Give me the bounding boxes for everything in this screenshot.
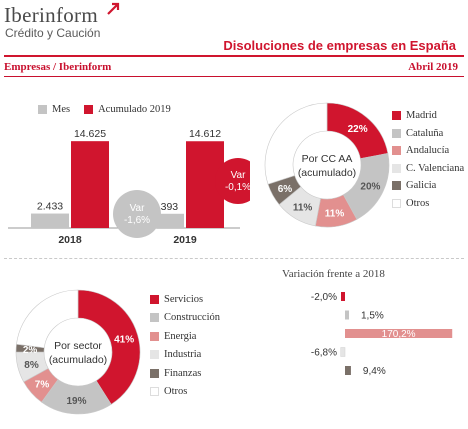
var-acumulado-title: Var	[231, 170, 246, 181]
var-bubble-mes	[113, 190, 161, 238]
sector-slice-label-4: 2%	[23, 345, 38, 356]
sector-legend-item: Otros	[150, 383, 220, 402]
ccaa-slice-label-2: 11%	[325, 208, 345, 219]
sector-center-line2: (acumulado)	[49, 354, 107, 366]
var-mes-title: Var	[130, 203, 145, 214]
sector-legend-swatch	[150, 387, 159, 397]
ccaa-legend-item: Andalucía	[392, 142, 464, 160]
ccaa-legend-swatch	[392, 146, 401, 156]
variation-label-2: 170,2%	[382, 329, 416, 340]
donut-ccaa: 22%20%11%11%6%Por CC AA(acumulado)	[264, 102, 390, 228]
sector-legend-swatch	[150, 313, 159, 323]
sector-slice-0	[77, 289, 141, 405]
sector-legend-label: Energia	[164, 330, 197, 342]
ccaa-slice-label-0: 22%	[348, 124, 368, 135]
sector-legend-label: Industria	[164, 349, 202, 361]
ccaa-legend-label: Andalucía	[406, 145, 450, 157]
sector-legend-label: Finanzas	[164, 367, 202, 379]
sector-legend-item: Energia	[150, 327, 220, 346]
brand-mark-icon	[107, 2, 120, 15]
sector-legend-item: Construcción	[150, 309, 220, 328]
ccaa-legend-item: Otros	[392, 195, 464, 213]
sector-legend-swatch	[150, 294, 159, 304]
bar-mes-2018	[31, 213, 69, 228]
variation-bar-4	[345, 366, 351, 375]
section-divider	[4, 258, 464, 259]
var-mes-value: -1,6%	[124, 215, 150, 226]
donut-sector: 41% 19% 7% 8% 2% Por sector (acumulado)	[15, 289, 141, 415]
variation-label-1: 1,5%	[361, 311, 384, 322]
ccaa-legend-item: Cataluña	[392, 125, 464, 143]
variation-bar-0	[341, 292, 345, 301]
sector-slice-label-1: 19%	[66, 396, 86, 407]
variation-bar-2	[345, 329, 453, 338]
sector-legend-swatch	[150, 331, 159, 341]
sector-legend-swatch	[150, 368, 159, 378]
ccaa-slice-label-4: 6%	[278, 184, 293, 195]
variation-chart: -2,0% 1,5% 170,2% -6,8% 9,4%	[311, 292, 453, 377]
ccaa-legend-label: Madrid	[406, 110, 437, 122]
title-rule	[4, 55, 464, 57]
ccaa-legend-label: Otros	[406, 197, 430, 209]
variation-label-0: -2,0%	[311, 292, 337, 303]
period-label: Abril 2019	[408, 61, 458, 73]
ccaa-slice-label-1: 20%	[360, 181, 380, 192]
sector-legend-label: Construcción	[164, 312, 220, 324]
ccaa-legend-swatch	[392, 111, 401, 121]
section-label: Empresas / Iberinform	[4, 61, 112, 73]
tick-label-2018: 2018	[58, 234, 82, 246]
sector-slice-label-2: 7%	[35, 380, 50, 391]
tick-label-2019: 2019	[173, 234, 197, 246]
bar-acumulado-2018	[71, 141, 109, 228]
ccaa-legend-label: Galicia	[406, 180, 437, 192]
ccaa-center-line2: (acumulado)	[298, 167, 356, 179]
var-bubble-acumulado	[215, 158, 250, 204]
bar-chart: 2.43314.62520182.39314.6122019Var-1,6%Va…	[8, 128, 250, 246]
ccaa-slice-label-3: 11%	[293, 202, 313, 213]
ccaa-center-line1: Por CC AA	[302, 153, 353, 165]
ccaa-legend-item: Galicia	[392, 177, 464, 195]
ccaa-slice-5	[264, 102, 328, 185]
ccaa-legend-swatch	[392, 163, 401, 173]
bar-label-acumulado-2018: 14.625	[74, 128, 106, 140]
legend-label-acumulado: Acumulado 2019	[98, 104, 171, 115]
sector-legend-swatch	[150, 350, 159, 360]
sector-legend-label: Servicios	[164, 293, 204, 305]
sector-legend-item: Finanzas	[150, 364, 220, 383]
variation-label-4: 9,4%	[363, 366, 386, 377]
bar-legend: Mes Acumulado 2019	[38, 104, 278, 115]
ccaa-legend-swatch	[392, 128, 401, 138]
bar-label-acumulado-2019: 14.612	[189, 128, 221, 140]
ccaa-legend-label: Cataluña	[406, 127, 444, 139]
sector-legend-item: Servicios	[150, 290, 220, 309]
page-title: Disoluciones de empresas en España	[223, 38, 456, 53]
var-acumulado-value: -0,1%	[225, 182, 250, 193]
sector-legend-label: Otros	[164, 386, 188, 398]
sector-center-line1: Por sector	[54, 340, 102, 352]
sector-slice-label-0: 41%	[114, 335, 134, 346]
variation-label-3: -6,8%	[311, 348, 337, 359]
bar-label-mes-2018: 2.433	[37, 201, 63, 213]
ccaa-legend-item: C. Valenciana	[392, 160, 464, 178]
legend-ccaa: Madrid Cataluña Andalucía C. Valenciana Gali…	[392, 107, 464, 212]
brand-name: Iberinform	[4, 3, 98, 27]
legend-label-mes: Mes	[52, 104, 71, 115]
sub-rule	[4, 76, 464, 77]
brand-tagline: Crédito y Caución	[5, 26, 101, 40]
variation-bar-3	[340, 347, 346, 357]
ccaa-legend-item: Madrid	[392, 107, 464, 125]
sector-slice-label-3: 8%	[24, 360, 39, 371]
legend-swatch-acumulado	[84, 105, 94, 114]
ccaa-legend-label: C. Valenciana	[406, 162, 465, 174]
ccaa-legend-swatch	[392, 198, 401, 208]
ccaa-legend-swatch	[392, 181, 401, 191]
variation-bar-1	[345, 310, 349, 320]
sector-legend-item: Industria	[150, 346, 220, 365]
legend-swatch-mes	[38, 105, 47, 114]
legend-sector: Servicios Construcción Energia Industria Fin…	[150, 290, 220, 401]
sector-slice-5	[16, 289, 79, 349]
variation-title: Variación frente a 2018	[282, 268, 385, 280]
